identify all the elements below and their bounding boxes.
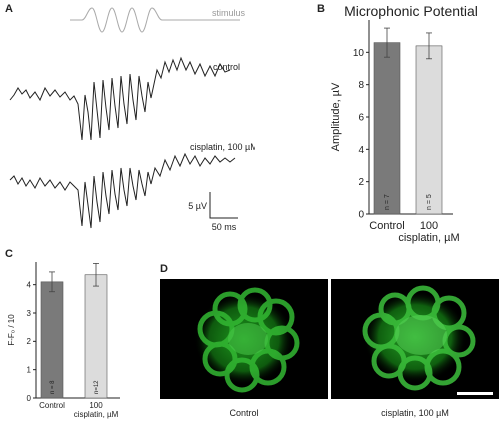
y-tick-label: 4 (358, 145, 364, 156)
micrograph-scale-bar (457, 392, 493, 395)
panel-c-label: C (5, 248, 13, 260)
y-tick-label: 3 (27, 309, 32, 318)
scale-bar (209, 192, 238, 219)
y-axis-label: Amplitude, µV (330, 82, 342, 151)
n-label: n = 5 (426, 194, 433, 210)
x-tick-label: 100 (89, 401, 103, 410)
y-tick-label: 10 (353, 48, 365, 59)
panel-d-label: D (160, 263, 168, 275)
y-tick-label: 8 (358, 80, 364, 91)
bar (415, 45, 443, 215)
y-tick-label: 0 (27, 394, 32, 403)
n-label: n = 8 (50, 380, 56, 394)
x-tick-label: Control (369, 220, 404, 232)
cisplatin-trace (9, 152, 236, 229)
y-tick-label: 2 (27, 337, 32, 346)
y-tick-label: 1 (27, 365, 32, 374)
cisplatin-trace-label: cisplatin, 100 µM, 1 min. (190, 142, 255, 152)
stimulus-trace (70, 7, 240, 33)
chart-microphonic-potential: Microphonic Potential 0 2 4 6 8 10 Amplitude, µ… (330, 3, 478, 244)
panel-b-label: B (317, 3, 325, 15)
y-tick-label: 4 (27, 280, 32, 289)
control-trace (9, 56, 231, 141)
x-tick-label: cisplatin, µM (398, 232, 459, 244)
y-tick-label: 6 (358, 113, 364, 124)
y-tick-label: 0 (358, 210, 364, 221)
bar (373, 42, 401, 215)
x-tick-label: cisplatin, µM (74, 410, 119, 419)
scale-bar-vertical-label: 5 µV (188, 201, 207, 211)
micrograph-control-caption: Control (229, 408, 259, 418)
n-label: n=12 (94, 380, 100, 394)
micrograph-cisplatin-caption: cisplatin, 100 µM (381, 408, 449, 418)
bar (84, 274, 108, 399)
n-label: n = 7 (384, 194, 391, 210)
micrograph-cisplatin (331, 279, 499, 399)
micrograph-control (160, 279, 328, 399)
chart-title: Microphonic Potential (344, 3, 478, 19)
x-tick-label: 100 (420, 220, 438, 232)
stimulus-label: stimulus (212, 8, 246, 18)
panel-a-label: A (5, 3, 13, 15)
y-tick-label: 2 (358, 177, 364, 188)
scale-bar-horizontal-label: 50 ms (212, 222, 237, 232)
chart-calcium-signal: 0 1 2 3 4 F-F₀ / 10 n = 8 Control n=12 100cisplat… (7, 262, 120, 419)
panel-a: stimulus control cisplatin, 100 µM, 1 mi… (9, 7, 255, 232)
y-axis-label: F-F₀ / 10 (7, 314, 16, 346)
x-tick-label: Control (39, 401, 65, 410)
control-trace-label: control (213, 62, 240, 72)
